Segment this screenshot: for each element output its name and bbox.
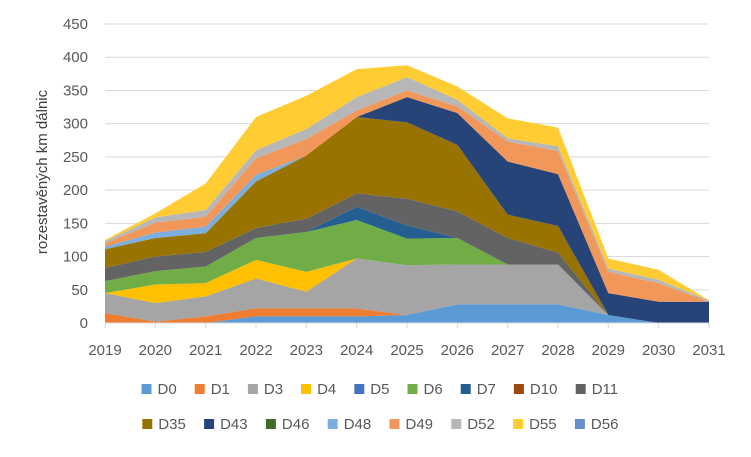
legend-swatch: [451, 419, 462, 429]
legend-item-d3: D3: [247, 381, 283, 398]
legend-item-d55: D55: [513, 416, 557, 433]
legend-label: D35: [158, 416, 186, 433]
area-d11: [105, 193, 709, 323]
legend-swatch: [247, 384, 258, 394]
legend-label: D46: [282, 416, 310, 433]
legend-label: D7: [477, 381, 496, 398]
legend-swatch: [141, 384, 152, 394]
x-tick-label: 2027: [491, 342, 524, 359]
x-tick-label: 2022: [239, 342, 272, 359]
legend-swatch: [204, 419, 215, 429]
x-tick-label: 2020: [139, 342, 172, 359]
y-tick-label: 400: [63, 49, 88, 66]
x-tick-label: 2026: [441, 342, 474, 359]
legend-label: D43: [220, 416, 248, 433]
legend-label: D49: [406, 416, 434, 433]
legend-label: D10: [530, 381, 558, 398]
legend-item-d46: D46: [265, 416, 310, 433]
legend-label: D4: [317, 381, 336, 398]
legend-swatch: [142, 419, 153, 429]
legend-item-d49: D49: [389, 416, 434, 433]
area-d55: [105, 65, 709, 301]
area-d4: [105, 258, 709, 323]
area-d52: [105, 77, 709, 302]
legend-item-d6: D6: [407, 381, 443, 398]
legend-item-d43: D43: [204, 416, 248, 433]
legend-label: D1: [211, 381, 230, 398]
legend-swatch: [354, 384, 365, 394]
y-tick-label: 250: [63, 149, 88, 166]
legend-item-d4: D4: [301, 381, 336, 398]
x-tick-label: 2023: [290, 342, 323, 359]
area-d3: [105, 258, 709, 323]
x-tick-label: 2031: [692, 342, 725, 359]
y-tick-label: 200: [63, 182, 88, 199]
legend-item-d10: D10: [513, 381, 558, 398]
legend-item-d35: D35: [142, 416, 186, 433]
y-tick-label: 450: [63, 16, 88, 33]
legend-swatch: [327, 419, 338, 429]
legend-swatch: [194, 384, 205, 394]
x-tick-label: 2021: [189, 342, 222, 359]
x-tick-label: 2030: [642, 342, 675, 359]
area-d7: [105, 206, 709, 323]
plot-areas: [105, 65, 709, 324]
legend-item-d56: D56: [574, 416, 619, 433]
legend-label: D5: [370, 381, 389, 398]
legend-swatch: [389, 419, 400, 429]
legend-item-d7: D7: [460, 381, 496, 398]
legend-swatch: [460, 384, 471, 394]
legend-swatch: [513, 384, 524, 394]
legend-label: D48: [344, 416, 372, 433]
legend-item-d11: D11: [575, 381, 618, 398]
area-d49: [105, 90, 709, 302]
legend-swatch: [513, 419, 524, 429]
legend-item-d48: D48: [327, 416, 372, 433]
legend-label: D6: [424, 381, 443, 398]
legend-label: D55: [529, 416, 557, 433]
area-d35: [105, 117, 709, 324]
legend: D0 D1 D3 D4 D5 D6 D7 D10 D11 D35 D43 D46 D48 D49 D52 D5…: [141, 381, 619, 433]
x-tick-label: 2029: [592, 342, 625, 359]
legend-swatch: [301, 384, 312, 394]
legend-swatch: [265, 419, 276, 429]
area-d1: [105, 304, 709, 323]
y-tick-label: 350: [63, 82, 88, 99]
legend-item-d0: D0: [141, 381, 177, 398]
legend-swatch: [407, 384, 418, 394]
x-tick-label: 2025: [390, 342, 423, 359]
y-tick-label: 300: [63, 116, 88, 133]
area-d6: [105, 220, 709, 323]
legend-swatch: [574, 419, 585, 429]
legend-item-d52: D52: [451, 416, 495, 433]
legend-label: D11: [592, 381, 618, 398]
legend-label: D52: [467, 416, 495, 433]
x-tick-label: 2024: [340, 342, 373, 359]
y-tick-label: 50: [71, 282, 88, 299]
legend-label: D3: [264, 381, 283, 398]
x-tick-label: 2019: [88, 342, 121, 359]
y-tick-label: 0: [80, 315, 88, 332]
y-axis-label: rozestavěných km dálnic: [34, 89, 51, 254]
x-tick-label: 2028: [541, 342, 574, 359]
y-tick-label: 150: [63, 215, 88, 232]
area-d43: [105, 97, 709, 323]
y-tick-label: 100: [63, 249, 88, 266]
area-d0: [105, 304, 709, 323]
legend-label: D0: [158, 381, 177, 398]
legend-item-d5: D5: [354, 381, 389, 398]
legend-label: D56: [591, 416, 619, 433]
legend-item-d1: D1: [194, 381, 230, 398]
legend-swatch: [575, 384, 586, 394]
axes: 0 50 100 150 200 250 300 350 400 450 2019 2020 2021 2…: [63, 16, 726, 359]
